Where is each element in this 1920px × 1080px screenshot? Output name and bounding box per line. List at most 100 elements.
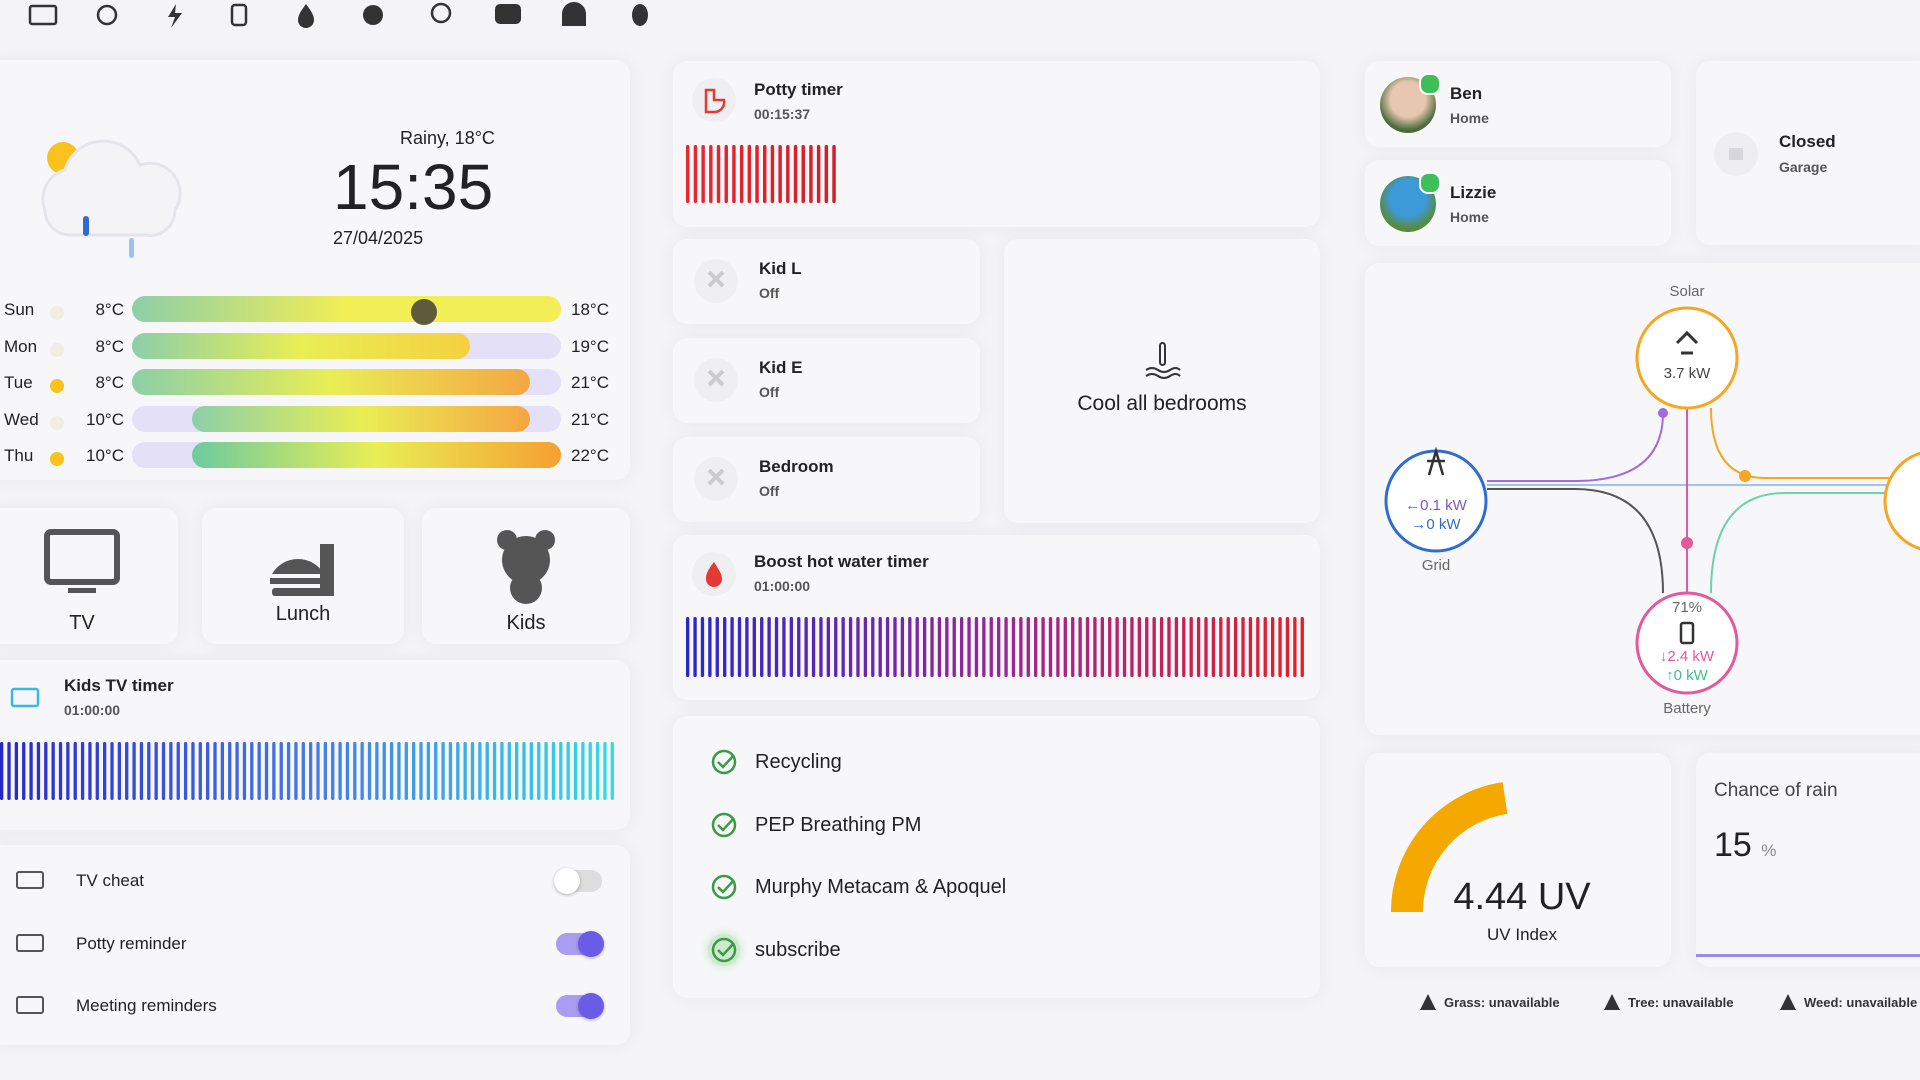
todo-label: Murphy Metacam & Apoquel	[755, 876, 1007, 898]
grid-export: →0 kW	[1411, 516, 1461, 533]
timer-tick	[492, 742, 497, 800]
timer-tick	[515, 742, 519, 800]
timer-tick	[404, 742, 408, 800]
timer-tick	[737, 617, 742, 677]
timer-tick	[36, 742, 41, 800]
nav-icon[interactable]	[96, 4, 118, 26]
timer-tick	[22, 742, 26, 800]
toggle-label: Meeting reminders	[76, 996, 217, 1015]
timer-tick	[730, 617, 734, 677]
toggle-icon	[14, 993, 46, 1019]
toggle-switch[interactable]	[554, 868, 602, 894]
timer-tick	[1189, 617, 1193, 677]
shortcut-label[interactable]: TV	[69, 612, 95, 634]
todo-check[interactable]	[708, 809, 740, 841]
timer-tick	[1019, 617, 1023, 677]
timer-tick	[1100, 617, 1104, 677]
toggle-switch[interactable]	[556, 930, 604, 957]
timer-tick	[774, 617, 779, 677]
battery-label: Battery	[1663, 700, 1711, 717]
weather-icon	[41, 139, 182, 258]
timer-tick	[183, 742, 188, 800]
nav-icon[interactable]	[495, 4, 521, 24]
toggle-label: Potty reminder	[76, 933, 187, 953]
timer-tick	[250, 742, 254, 800]
person-name: Ben	[1450, 84, 1483, 103]
timer-tick	[103, 742, 107, 800]
timer-tick	[760, 617, 764, 677]
forecast-high: 22°C	[571, 446, 609, 465]
forecast-range	[192, 405, 530, 432]
timer-tick	[1108, 617, 1112, 677]
timer-tick	[826, 617, 831, 677]
todo-check[interactable]	[708, 933, 740, 966]
forecast-sun	[50, 342, 64, 357]
timer-tick	[610, 742, 614, 800]
timer-tick	[1063, 617, 1067, 677]
toggle-knob[interactable]	[578, 930, 604, 957]
timer-tick	[856, 617, 860, 677]
garage-state: Closed	[1779, 132, 1836, 151]
nav-icon[interactable]	[430, 2, 452, 24]
todo-check[interactable]	[708, 871, 740, 903]
nav-icon[interactable]	[298, 4, 314, 28]
toggle-knob[interactable]	[554, 868, 580, 894]
nav-icon[interactable]	[632, 4, 648, 26]
timer-tick	[1167, 617, 1171, 677]
toggle-knob[interactable]	[578, 993, 604, 1019]
timer-tick	[1182, 617, 1186, 677]
person-state: Home	[1450, 209, 1489, 225]
timer-tick	[389, 742, 394, 800]
timer-tick	[989, 617, 993, 677]
timer-tick	[809, 145, 813, 203]
home-badge	[1419, 73, 1441, 95]
todo-check[interactable]	[708, 746, 740, 778]
pollen-label: Weed: unavailable	[1804, 995, 1918, 1010]
shortcut-label[interactable]: Kids	[506, 612, 546, 634]
nav-icon[interactable]	[363, 5, 383, 25]
timer-tick	[169, 742, 173, 800]
timer-tick	[789, 617, 793, 677]
timer-tick	[44, 742, 48, 800]
timer-tick	[915, 617, 919, 677]
todo-label: PEP Breathing PM	[755, 813, 922, 836]
nav-icon[interactable]	[28, 4, 58, 26]
timer-tick	[1056, 617, 1060, 677]
timer-tick	[544, 742, 548, 800]
rain-title: Chance of rain	[1714, 780, 1838, 801]
timer-tick	[1248, 617, 1253, 677]
timer-tick	[745, 617, 749, 677]
timer-tick	[732, 145, 736, 203]
timer-tick	[739, 145, 744, 203]
timer-tick	[755, 145, 759, 203]
shortcut-tile[interactable]	[202, 508, 404, 644]
timer-tick	[95, 742, 99, 800]
timer-tick	[1048, 617, 1053, 677]
shortcut-label[interactable]: Lunch	[275, 603, 331, 625]
nav-icon[interactable]	[168, 4, 182, 28]
timer-time: 00:15:37	[754, 106, 811, 122]
timer-tick	[603, 742, 607, 800]
timer-tick	[801, 145, 805, 203]
timer-tick	[908, 617, 912, 677]
timer-tick	[228, 742, 232, 800]
toggle-switch[interactable]	[556, 993, 604, 1019]
nav-icon[interactable]	[562, 2, 586, 26]
solar-power: 3.7 kW	[1663, 365, 1711, 382]
timer-tick	[323, 742, 328, 800]
timer-tick	[832, 145, 836, 203]
battery-in: ↓2.4 kW	[1659, 648, 1715, 665]
timer-tick	[559, 742, 563, 800]
timer-tick	[316, 742, 320, 800]
timer-tick	[301, 742, 305, 800]
garage-icon	[1714, 132, 1758, 176]
nav-icon[interactable]	[230, 3, 248, 27]
timer-tick	[294, 742, 298, 800]
cool-label[interactable]: Cool all bedrooms	[1077, 392, 1247, 415]
climate-icon	[694, 259, 738, 303]
timer-tick	[58, 742, 63, 800]
cool-button[interactable]	[1004, 239, 1320, 523]
forecast-range	[132, 296, 561, 322]
timer-tick	[997, 617, 1001, 677]
timer-tick	[863, 617, 868, 677]
